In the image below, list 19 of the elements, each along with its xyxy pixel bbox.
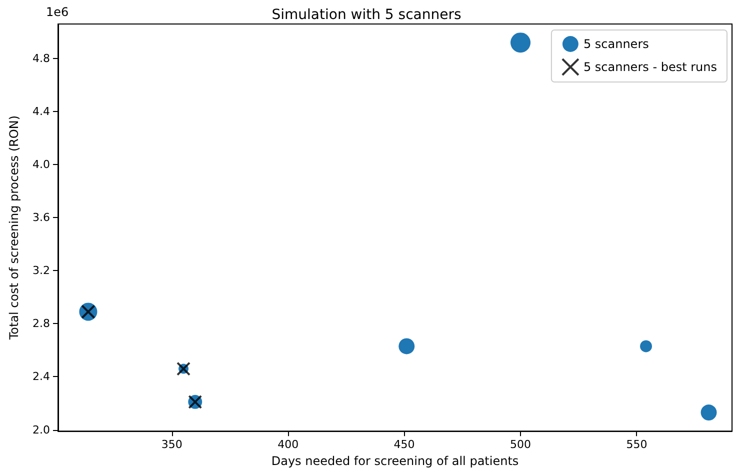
text: 1e6 [46, 5, 69, 19]
x-tick-label: 550 [626, 438, 648, 452]
y-tick-label: 2.8 [32, 317, 50, 330]
y-axis-title: Total cost of screening process (RON) [7, 115, 21, 341]
y-tick-label: 3.6 [32, 211, 50, 224]
y-tick-label: 4.0 [32, 158, 50, 172]
legend-label: 5 scanners [583, 37, 649, 51]
x-tick-label: 350 [161, 438, 182, 452]
y-tick-label: 2.4 [32, 370, 50, 384]
y-tick-label: 4.8 [32, 52, 50, 65]
y-tick-label: 4.4 [32, 105, 50, 118]
x-tick-label: 500 [510, 438, 532, 452]
chart-title: Simulation with 5 scanners [272, 7, 462, 23]
x-tick-label: 450 [394, 438, 415, 452]
legend-label: 5 scanners - best runs [583, 60, 718, 74]
y-tick-label: 3.2 [32, 264, 50, 278]
x-tick-label: 400 [278, 438, 299, 452]
y-tick-label: 2.0 [32, 423, 50, 436]
x-axis-title: Days needed for screening of all patients [271, 454, 519, 468]
